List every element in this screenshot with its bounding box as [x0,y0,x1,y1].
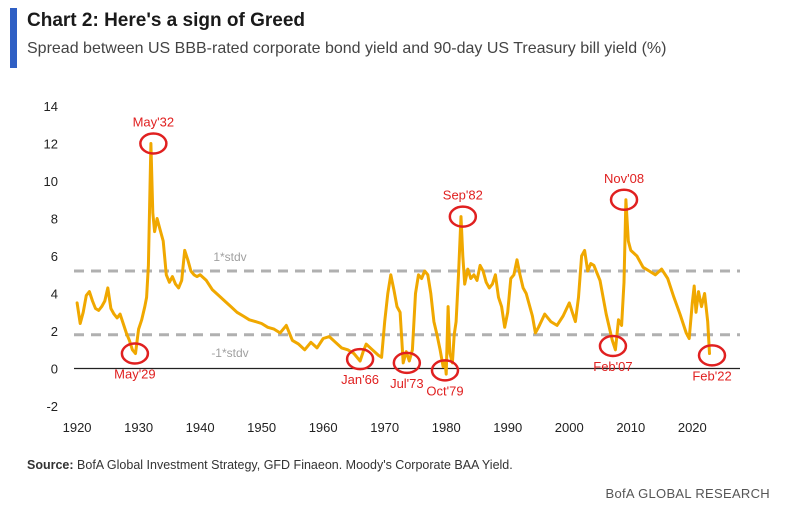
source-note: Source: BofA Global Investment Strategy,… [27,458,513,472]
x-tick-label: 1930 [124,420,153,435]
x-tick-label: 1990 [493,420,522,435]
annotation-circle [448,205,478,228]
annotation-circle [598,334,628,358]
annotation-circle [345,347,375,371]
x-tick-label: 1980 [432,420,461,435]
publisher-footer: BofA GLOBAL RESEARCH [605,486,770,501]
annotation-label: Sep'82 [443,188,483,203]
annotation-label: May'32 [133,115,175,130]
y-tick-label: 0 [51,362,58,377]
annotation-circle [430,359,460,382]
y-tick-label: 14 [44,99,58,114]
annotation-label: May'29 [114,367,156,382]
annotation-circle [697,344,727,367]
x-tick-label: 2020 [678,420,707,435]
x-tick-label: 1940 [186,420,215,435]
chart-title: Chart 2: Here's a sign of Greed [27,10,305,31]
annotation-label: Feb'07 [593,359,632,374]
y-tick-label: 4 [51,287,58,302]
annotation-circle [609,188,639,211]
annotation-circle [139,132,168,155]
x-tick-label: 2000 [555,420,584,435]
annotation-label: Oct'79 [426,383,463,398]
x-tick-label: 2010 [616,420,645,435]
y-tick-label: 2 [51,324,58,339]
annotation-label: Jan'66 [341,372,379,387]
x-tick-label: 1960 [309,420,338,435]
x-tick-label: 1920 [63,420,92,435]
chart-subtitle: Spread between US BBB-rated corporate bo… [27,40,667,57]
source-label: Source: [27,458,74,472]
x-tick-label: 1970 [370,420,399,435]
y-tick-label: 10 [44,174,58,189]
annotation-label: Nov'08 [604,171,644,186]
x-tick-label: 1950 [247,420,276,435]
stdev-band-label: 1*stdv [213,250,246,264]
y-tick-label: 12 [44,137,58,152]
series-line [75,142,711,376]
annotation-label: Jul'73 [390,376,424,391]
source-text: BofA Global Investment Strategy, GFD Fin… [77,458,513,472]
annotation-circle [392,351,422,375]
stdev-band-label: -1*stdv [211,346,248,360]
annotation-label: Feb'22 [692,368,731,383]
y-tick-label: 6 [51,249,58,264]
y-tick-label: 8 [51,212,58,227]
y-tick-label: -2 [46,399,58,414]
annotation-circle [120,342,150,365]
title-accent-bar [10,8,17,68]
